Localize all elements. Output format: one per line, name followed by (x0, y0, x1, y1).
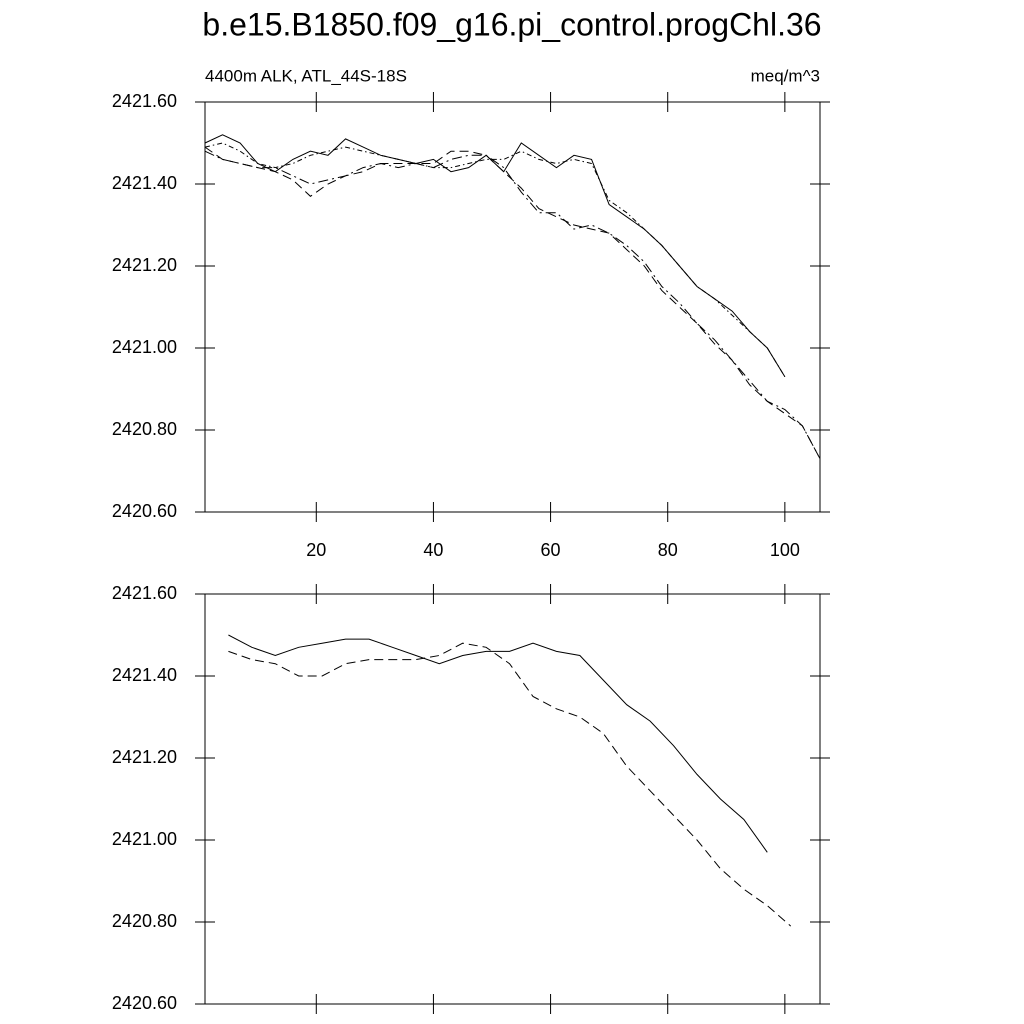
y-tick-label: 2421.40 (112, 665, 177, 685)
series-line (204, 146, 821, 459)
series-line (204, 150, 821, 459)
x-tick-label: 20 (306, 540, 326, 560)
right-subtitle: meq/m^3 (751, 66, 820, 85)
y-tick-label: 2421.00 (112, 829, 177, 849)
y-tick-label: 2421.20 (112, 255, 177, 275)
x-tick-label: 40 (423, 540, 443, 560)
left-subtitle: 4400m ALK, ATL_44S-18S (205, 66, 407, 85)
y-tick-label: 2421.60 (112, 91, 177, 111)
y-tick-label: 2421.00 (112, 337, 177, 357)
series-line (228, 642, 792, 927)
x-tick-label: 60 (541, 540, 561, 560)
series-line (228, 634, 768, 853)
x-tick-label: 100 (770, 540, 800, 560)
chart-title: b.e15.B1850.f09_g16.pi_control.progChl.3… (202, 6, 821, 42)
series-line (204, 142, 786, 377)
y-tick-label: 2421.20 (112, 747, 177, 767)
plot-frame (204, 101, 821, 513)
y-tick-label: 2420.80 (112, 911, 177, 931)
x-tick-label: 80 (658, 540, 678, 560)
y-tick-label: 2420.60 (112, 993, 177, 1013)
y-tick-label: 2420.60 (112, 501, 177, 521)
plot-frame (204, 593, 821, 1005)
y-tick-label: 2421.40 (112, 173, 177, 193)
y-tick-label: 2420.80 (112, 419, 177, 439)
y-tick-label: 2421.60 (112, 583, 177, 603)
series-line (204, 134, 786, 377)
